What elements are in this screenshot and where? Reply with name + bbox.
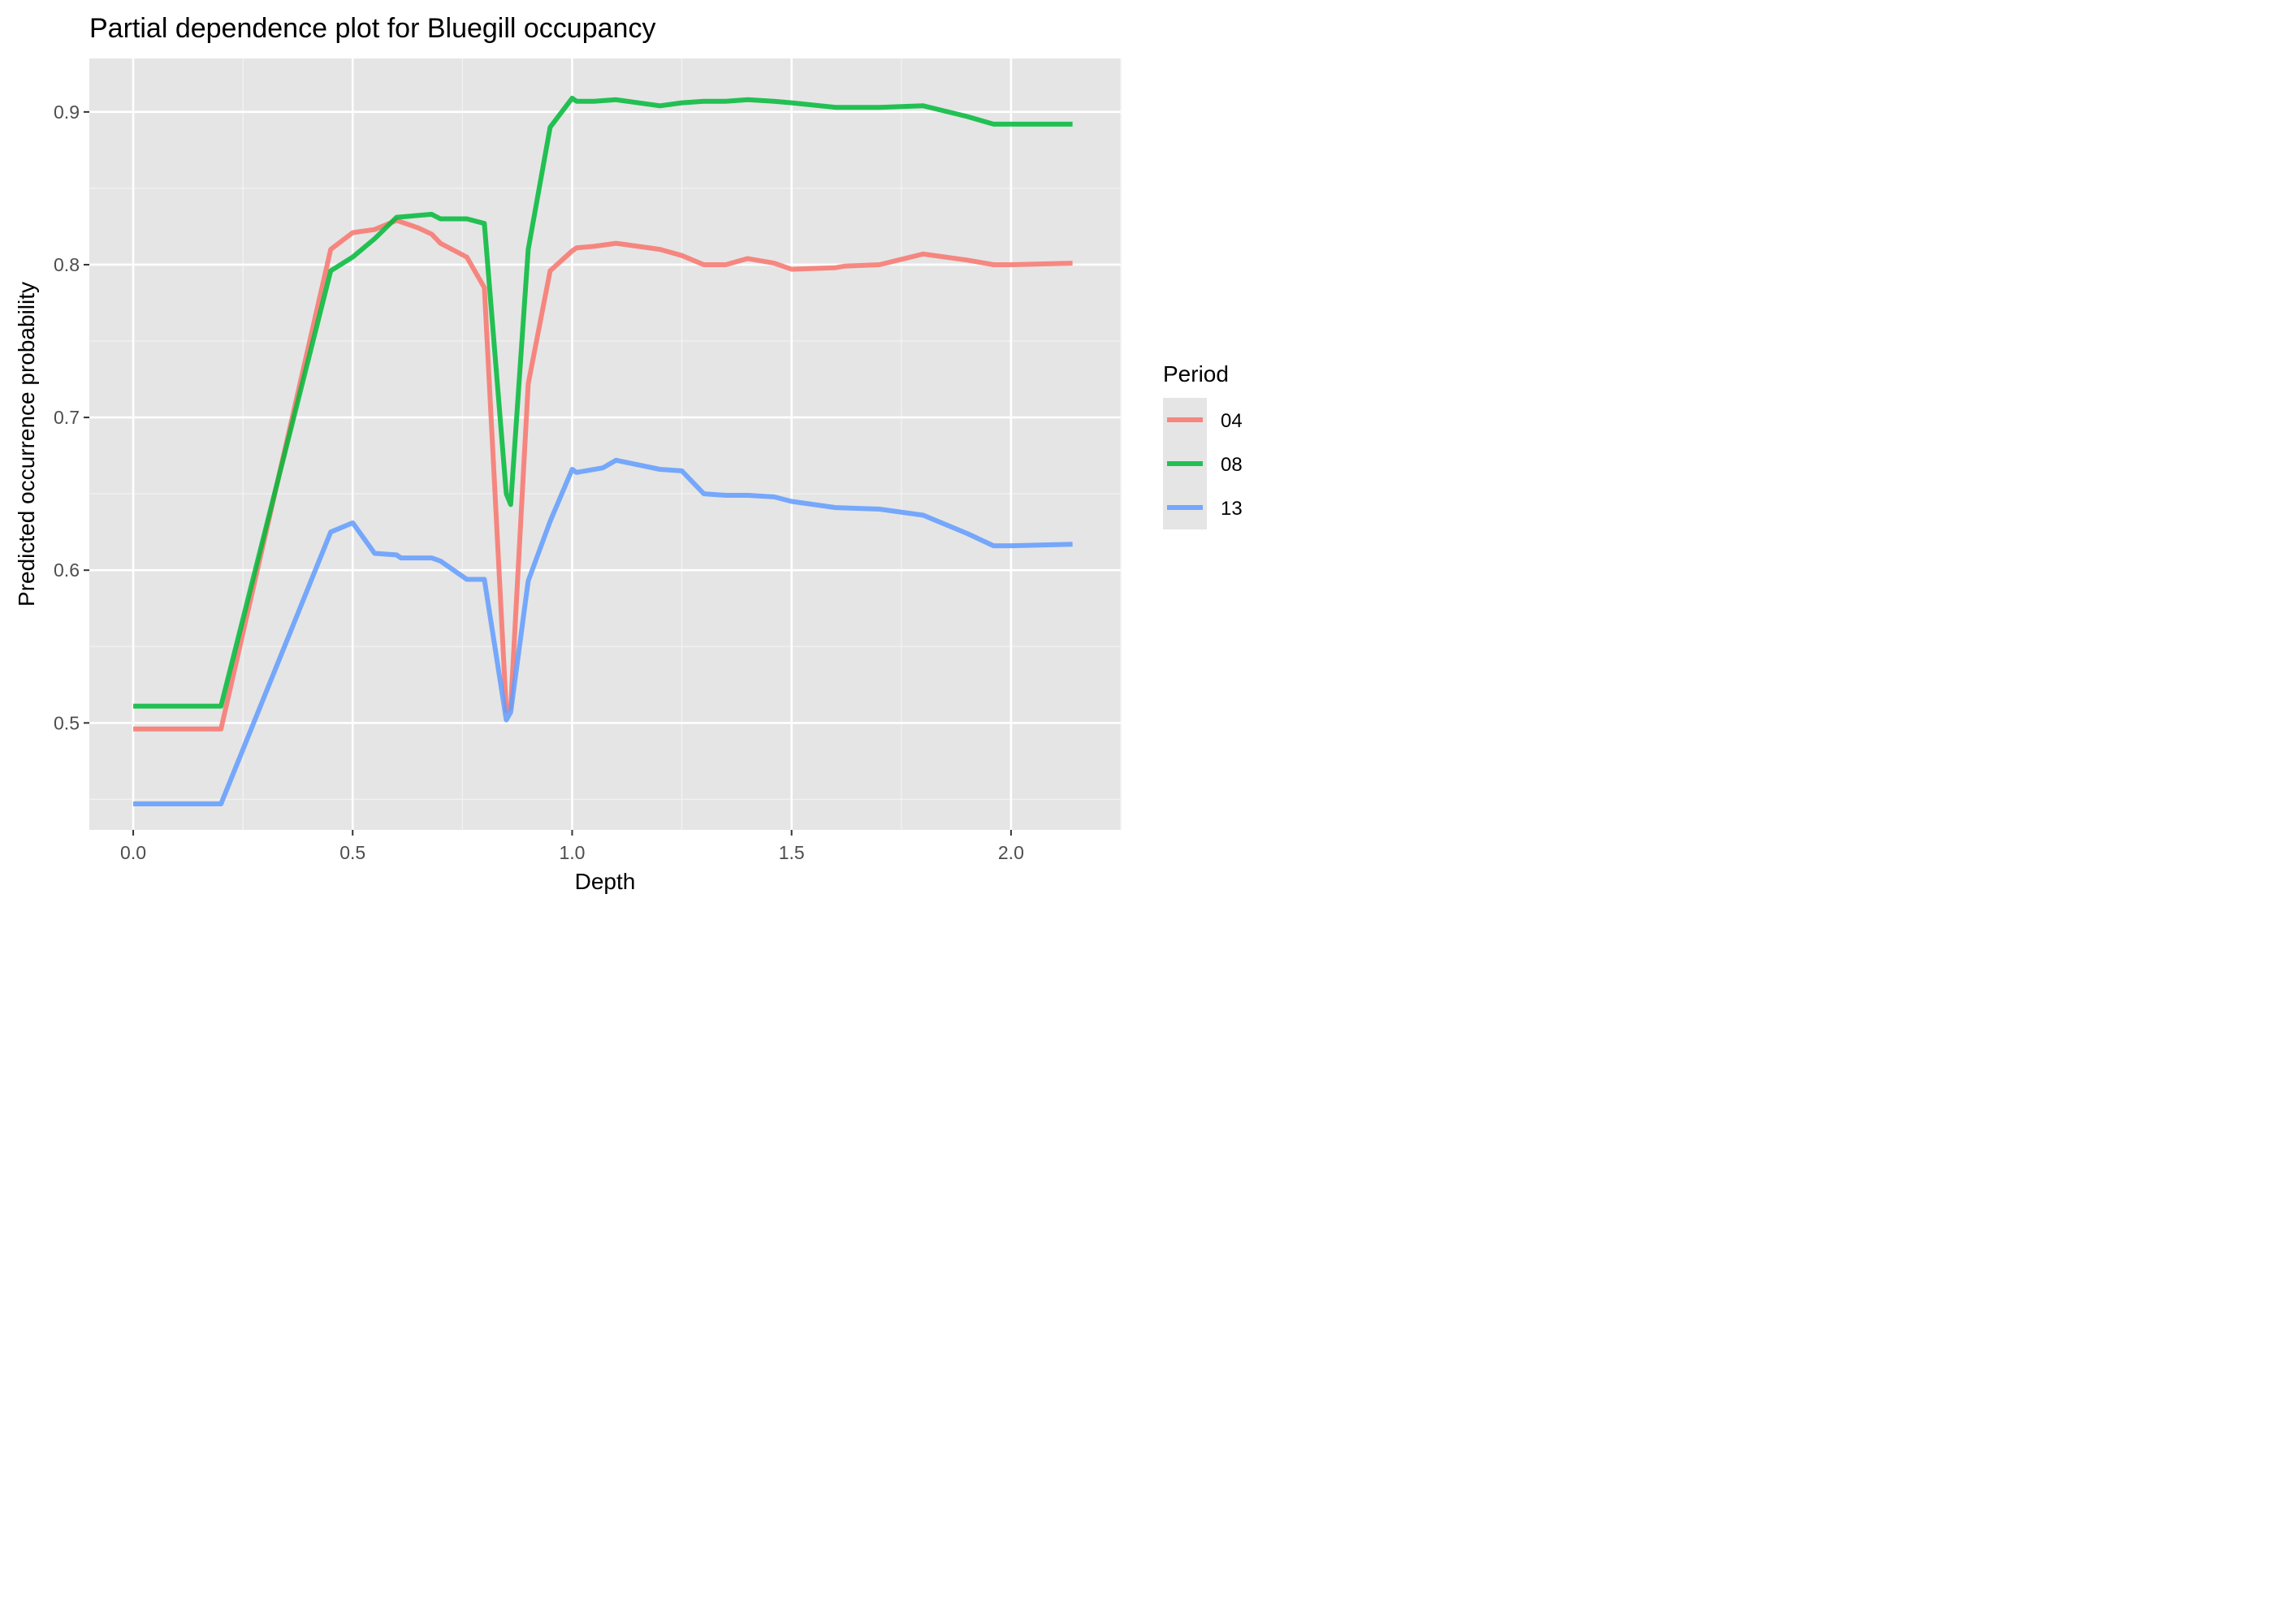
y-tick-label: 0.5 [54, 712, 80, 733]
x-tick-label: 2.0 [998, 842, 1024, 863]
chart-root: Partial dependence plot for Bluegill occ… [0, 0, 1256, 898]
series-line-04 [133, 218, 1073, 732]
grid-layer [89, 58, 1122, 830]
series-line-08 [133, 95, 1073, 709]
x-tick-label: 0.0 [120, 842, 146, 863]
legend-label-08: 08 [1221, 454, 1243, 476]
legend: Period 04 08 13 [1163, 361, 1243, 529]
y-tick-label: 0.7 [54, 407, 80, 428]
series-line-13 [133, 457, 1073, 806]
x-axis-title: Depth [575, 869, 636, 894]
legend-label-04: 04 [1221, 410, 1243, 432]
series-layer [133, 95, 1073, 806]
y-axis-title: Predicted occurrence probability [14, 282, 39, 607]
x-tick-label: 0.5 [339, 842, 365, 863]
x-tick-label: 1.0 [559, 842, 585, 863]
x-tick-label: 1.5 [779, 842, 805, 863]
y-tick-label: 0.9 [54, 102, 80, 123]
y-tick-label: 0.8 [54, 254, 80, 275]
line-chart: Partial dependence plot for Bluegill occ… [14, 13, 1243, 894]
legend-items: 04 08 13 [1167, 410, 1243, 520]
legend-label-13: 13 [1221, 498, 1243, 520]
plot-panel [89, 58, 1121, 830]
axis-layer: 0.0 0.5 1.0 1.5 2.0 0.5 0.6 0.7 0.8 0.9 [54, 102, 1024, 863]
y-tick-label: 0.6 [54, 559, 80, 581]
chart-title: Partial dependence plot for Bluegill occ… [89, 13, 655, 44]
legend-title: Period [1163, 361, 1229, 387]
